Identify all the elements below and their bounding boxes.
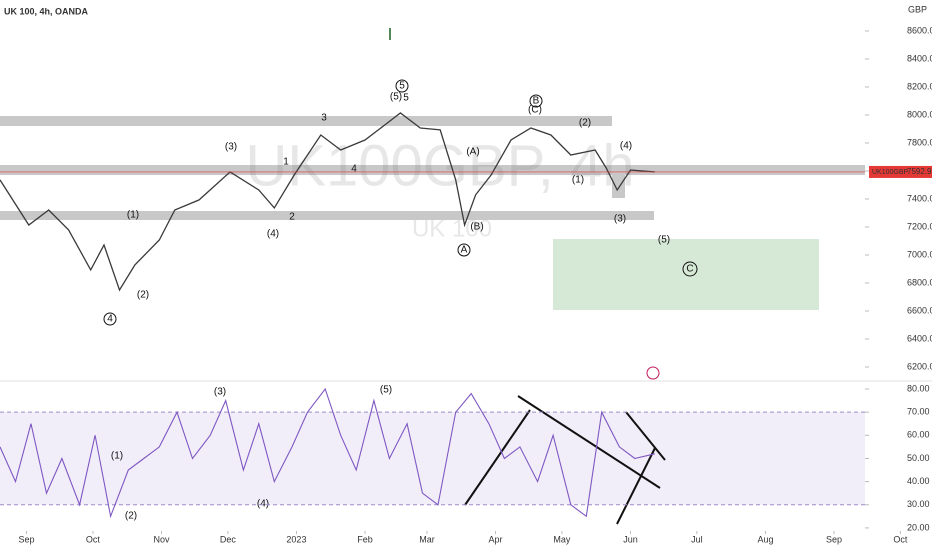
y-tick-label: 40.00: [907, 476, 930, 486]
wave-label: (1): [572, 175, 584, 186]
x-tick-label: Sep: [826, 534, 842, 544]
trend-line: [464, 409, 531, 506]
trend-line: [616, 447, 656, 525]
x-tick-label: Mar: [419, 534, 435, 544]
circle: [682, 261, 698, 277]
circle: [457, 243, 471, 257]
watermark-sub: UK 100: [412, 215, 492, 242]
wave-label: (5): [390, 92, 402, 103]
y-tick-label: 6200.0: [907, 361, 932, 371]
circle: [395, 79, 409, 93]
wave-label: 1: [283, 157, 289, 168]
annotations: 5 (5) 5 3 (3) 1 4 (1) 2 (4) (2) 4 B (C) …: [103, 79, 698, 522]
x-tick-label: 2023: [286, 534, 306, 544]
x-tick-label: Dec: [220, 534, 237, 544]
wave-label: 4: [351, 164, 357, 175]
watermark: UK100GBP, 4h: [245, 133, 634, 198]
y-tick-label: 8000.0: [907, 109, 932, 119]
wave-label: (4): [267, 229, 279, 240]
wave-label: C: [686, 264, 693, 275]
x-tick-label: Aug: [757, 534, 773, 544]
x-tick-label: Feb: [357, 534, 373, 544]
x-tick-label: Oct: [86, 534, 101, 544]
y-tick-label: 20.00: [907, 522, 930, 532]
y-tick-label: 7000.0: [907, 249, 932, 259]
y-tick-label: 6800.0: [907, 277, 932, 287]
circle: [103, 312, 117, 326]
x-tick-label: Nov: [153, 534, 170, 544]
x-tick-label: May: [553, 534, 571, 544]
y-tick-label: 60.00: [907, 430, 930, 440]
x-tick-label: Oct: [893, 534, 908, 544]
wave-label: (4): [257, 499, 269, 510]
price-line: [0, 112, 655, 292]
price-tag-label: 7592.9: [907, 167, 932, 176]
y-tick-label: 30.00: [907, 499, 930, 509]
y-tick-label: 70.00: [907, 407, 930, 417]
wave-label: (A): [466, 147, 479, 158]
wave-label: (2): [125, 511, 137, 522]
y-tick-label: 6600.0: [907, 305, 932, 315]
wave-label: 4: [107, 314, 113, 325]
x-tick-label: Jul: [691, 534, 703, 544]
wave-label: (1): [127, 210, 139, 221]
y-tick-label: 7200.0: [907, 221, 932, 231]
wave-label: 2: [289, 212, 295, 223]
wave-label: (C): [528, 105, 542, 116]
y-tick-label: 8200.0: [907, 81, 932, 91]
y-tick-label: 7800.0: [907, 137, 932, 147]
wave-label: (5): [658, 235, 670, 246]
marker-zone: [612, 172, 625, 198]
rsi-band: [0, 412, 865, 505]
trend-line: [625, 411, 666, 461]
price-tag: [869, 165, 932, 178]
trend-line: [517, 395, 661, 489]
wave-label: (2): [579, 118, 591, 129]
currency: GBP: [908, 4, 927, 14]
pivot-zone: [0, 165, 865, 175]
symbol-tag: UK100GBP: [872, 169, 909, 176]
wave-label: (B): [470, 222, 483, 233]
wave-label: 5: [399, 81, 405, 92]
wave-label: 5: [403, 93, 409, 104]
support-zone: [0, 211, 654, 220]
wave-label: (5): [380, 385, 392, 396]
x-tick-label: Jun: [623, 534, 638, 544]
icon: [646, 366, 660, 380]
wave-label: (1): [111, 451, 123, 462]
x-tick-label: Apr: [489, 534, 503, 544]
y-tick-label: 50.00: [907, 453, 930, 463]
x-tick-label: Sep: [19, 534, 35, 544]
wave-label: (2): [137, 290, 149, 301]
y-tick-label: 8600.0: [907, 25, 932, 35]
y-tick-label: 8400.0: [907, 53, 932, 63]
rsi-line: [0, 387, 655, 519]
wave-label: (3): [214, 387, 226, 398]
wave-label: (4): [620, 141, 632, 152]
wave-label: (3): [225, 142, 237, 153]
resistance-zone: [0, 116, 612, 126]
circle: [529, 94, 543, 108]
wave-label: 3: [321, 113, 327, 124]
wave-label: (3): [614, 214, 626, 225]
y-tick-label: 7400.0: [907, 193, 932, 203]
wave-label: B: [533, 96, 540, 107]
y-tick-label: 6400.0: [907, 333, 932, 343]
header-title: UK 100, 4h, OANDA: [4, 6, 89, 16]
wave-label: A: [461, 245, 468, 256]
y-tick-label: 80.00: [907, 383, 930, 393]
